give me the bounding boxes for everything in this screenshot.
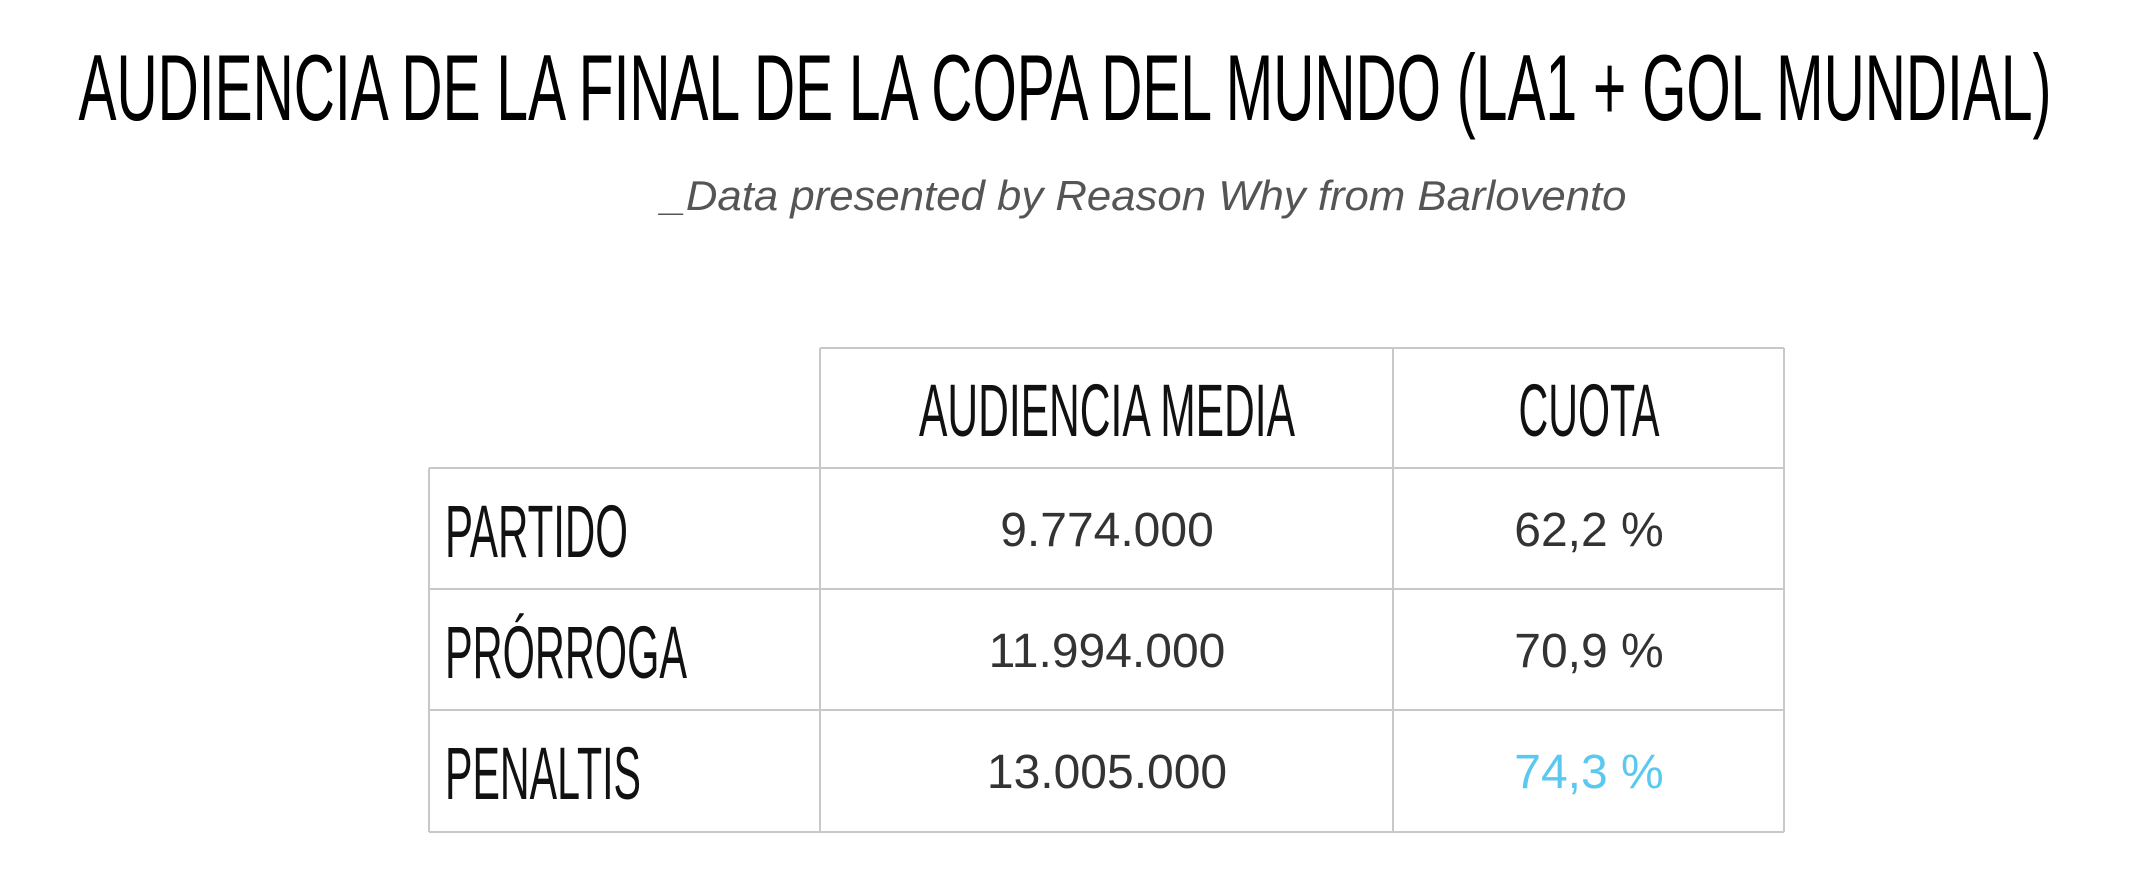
column-header: AUDIENCIA MEDIA (919, 369, 1295, 452)
row-label: PARTIDO (445, 490, 628, 573)
highlighted-cell: 74,3 % (1514, 746, 1663, 799)
subtitle: _Data presented by Reason Why from Barlo… (657, 172, 1626, 219)
cell: 13.005.000 (987, 746, 1227, 799)
row-label: PRÓRROGA (445, 611, 687, 694)
cell: 9.774.000 (1000, 504, 1214, 557)
row-label: PENALTIS (445, 732, 641, 815)
cell: 11.994.000 (989, 625, 1226, 678)
title: AUDIENCIA DE LA FINAL DE LA COPA DEL MUN… (79, 35, 2052, 140)
cell: 70,9 % (1514, 625, 1663, 678)
table-grid (428, 347, 1785, 833)
cell: 62,2 % (1514, 504, 1663, 557)
column-header: CUOTA (1519, 369, 1660, 452)
